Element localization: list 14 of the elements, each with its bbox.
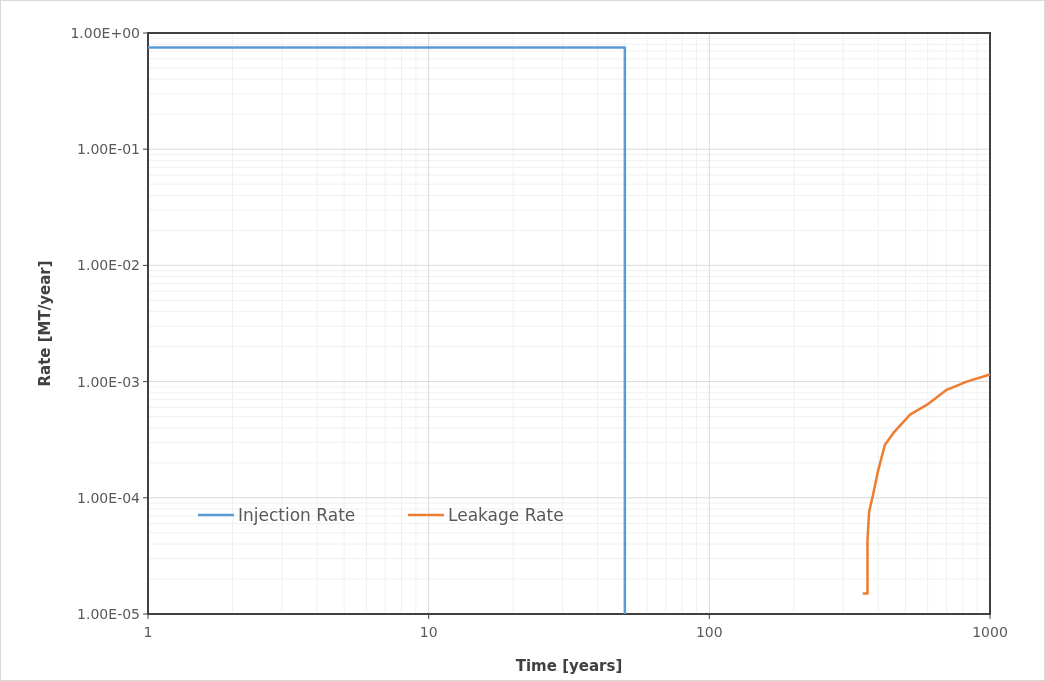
y-axis-title: Rate [MT/year]: [36, 260, 54, 387]
legend-label: Injection Rate: [238, 505, 356, 525]
y-tick-label: 1.00E-04: [77, 489, 141, 506]
y-tick-label: 1.00E-05: [77, 605, 140, 622]
x-tick-label: 10: [419, 624, 438, 640]
y-tick-label: 1.00E-01: [77, 141, 140, 158]
legend-label: Leakage Rate: [448, 505, 564, 525]
x-tick-label: 1000: [972, 624, 1008, 640]
y-tick-label: 1.00E-02: [77, 257, 140, 274]
x-tick-label: 1: [143, 624, 153, 640]
y-tick-label: 1.00E+00: [70, 24, 140, 41]
y-tick-label: 1.00E-03: [77, 373, 140, 390]
x-tick-label: 100: [695, 624, 723, 640]
x-axis-title: Time [years]: [515, 657, 623, 675]
